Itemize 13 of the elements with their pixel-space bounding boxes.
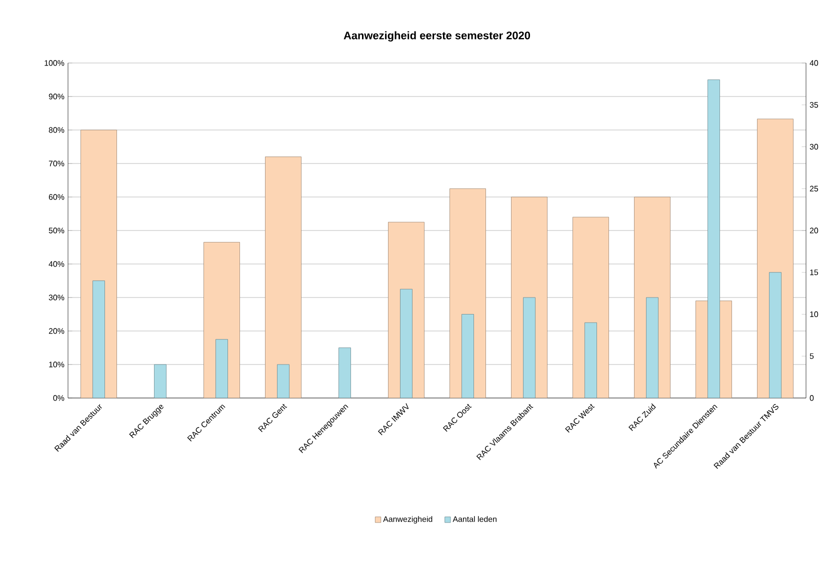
bar: [769, 272, 782, 398]
bar: [584, 322, 597, 398]
bar: [265, 156, 302, 398]
bar: [92, 280, 105, 398]
chart-title: Aanwezigheid eerste semester 2020: [344, 31, 530, 42]
bar: [154, 364, 166, 398]
bar: [338, 348, 351, 398]
bar: [523, 297, 536, 398]
bar: [462, 314, 474, 398]
bar: [277, 364, 290, 398]
bar: [646, 297, 658, 398]
bar: [216, 339, 228, 398]
bar: [400, 288, 412, 398]
